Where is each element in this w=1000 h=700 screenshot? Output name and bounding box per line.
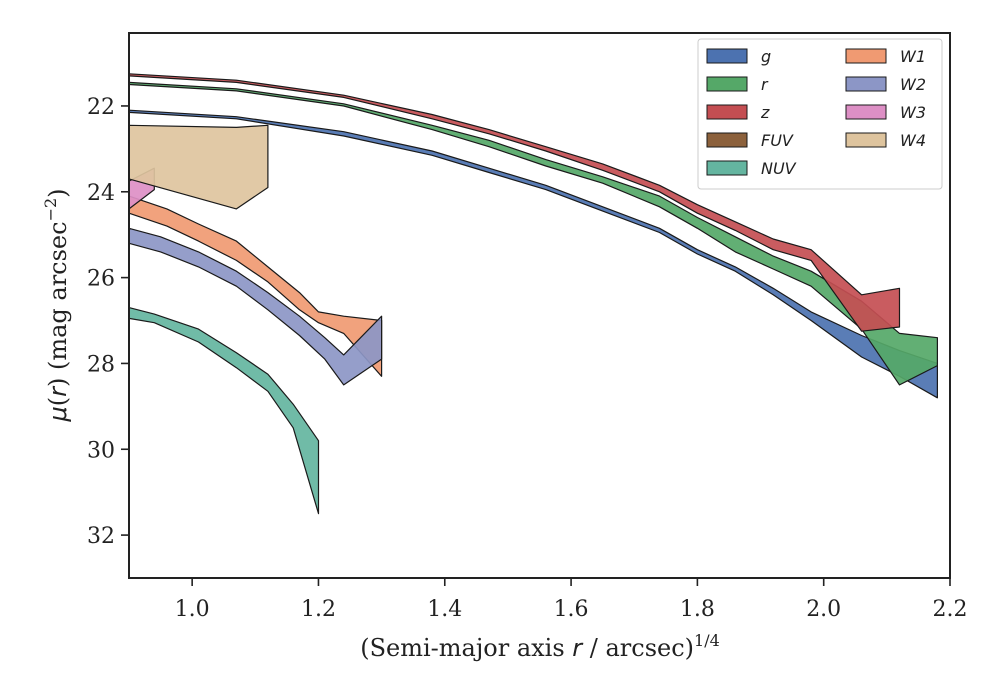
bands-layer: [128, 73, 939, 515]
legend-item-g: g: [706, 47, 771, 66]
plot-frame: [128, 32, 951, 579]
band-w2: [128, 227, 383, 386]
x-tick-label: 1.8: [680, 597, 715, 622]
x-tick-label: 1.2: [301, 597, 336, 622]
legend: grz FUV NUV W1 W2 W3 W4: [697, 38, 943, 190]
legend-swatch: [706, 48, 748, 64]
x-tick-label: 1.4: [427, 597, 462, 622]
legend-swatch: [845, 76, 887, 92]
band-w1: [128, 195, 383, 377]
legend-label: g: [761, 47, 771, 66]
legend-swatch: [845, 48, 887, 64]
y-tick-label: 30: [87, 438, 115, 463]
x-tick-label: 1.0: [175, 597, 210, 622]
y-tick-label: 26: [87, 267, 115, 292]
legend-label: W1: [900, 47, 926, 66]
legend-swatch: [845, 132, 887, 148]
legend-swatch: [706, 104, 748, 120]
legend-swatch: [845, 104, 887, 120]
band-w4: [128, 124, 269, 210]
band-nuv: [128, 307, 320, 515]
y-tick-label: 28: [87, 352, 115, 377]
x-axis-label: (Semi-major axis r / arcsec)1/4: [360, 631, 720, 662]
legend-label: FUV: [761, 131, 794, 150]
legend-label: r: [761, 75, 769, 94]
legend-item-w3: W3: [845, 103, 926, 122]
y-axis-label: μ(r) (mag arcsec−2): [41, 188, 72, 422]
legend-label: W3: [900, 103, 926, 122]
legend-swatch: [706, 76, 748, 92]
legend-item-z: z: [706, 103, 770, 122]
band-z: [128, 73, 901, 332]
legend-label: z: [760, 103, 770, 122]
legend-swatch: [706, 132, 748, 148]
legend-label: NUV: [761, 159, 797, 178]
y-tick-label: 32: [87, 524, 115, 549]
legend-item-w1: W1: [845, 47, 926, 66]
x-tick-label: 2.0: [806, 597, 841, 622]
legend-item-w2: W2: [845, 75, 926, 94]
legend-item-w4: W4: [845, 131, 926, 150]
x-tick-label: 1.6: [554, 597, 589, 622]
legend-label: W2: [900, 75, 926, 94]
legend-item-nuv: NUV: [706, 159, 797, 178]
band-g: [128, 109, 939, 399]
legend-label: W4: [900, 131, 926, 150]
x-tick-label: 2.2: [933, 597, 968, 622]
band-r: [128, 81, 939, 386]
y-tick-label: 24: [87, 181, 115, 206]
legend-item-r: r: [706, 75, 769, 94]
y-tick-label: 22: [87, 95, 115, 120]
y-axis: 22 24 26 28 30 32: [87, 95, 129, 549]
x-axis: 1.0 1.2 1.4 1.6 1.8 2.0 2.2: [175, 578, 968, 622]
legend-swatch: [706, 160, 748, 176]
legend-item-fuv: FUV: [706, 131, 794, 150]
